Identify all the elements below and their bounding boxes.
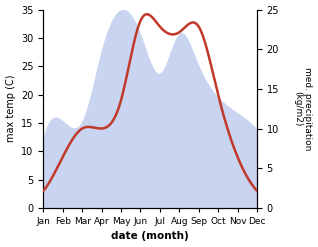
Y-axis label: max temp (C): max temp (C) [5, 75, 16, 143]
X-axis label: date (month): date (month) [111, 231, 189, 242]
Y-axis label: med. precipitation
(kg/m2): med. precipitation (kg/m2) [293, 67, 313, 150]
